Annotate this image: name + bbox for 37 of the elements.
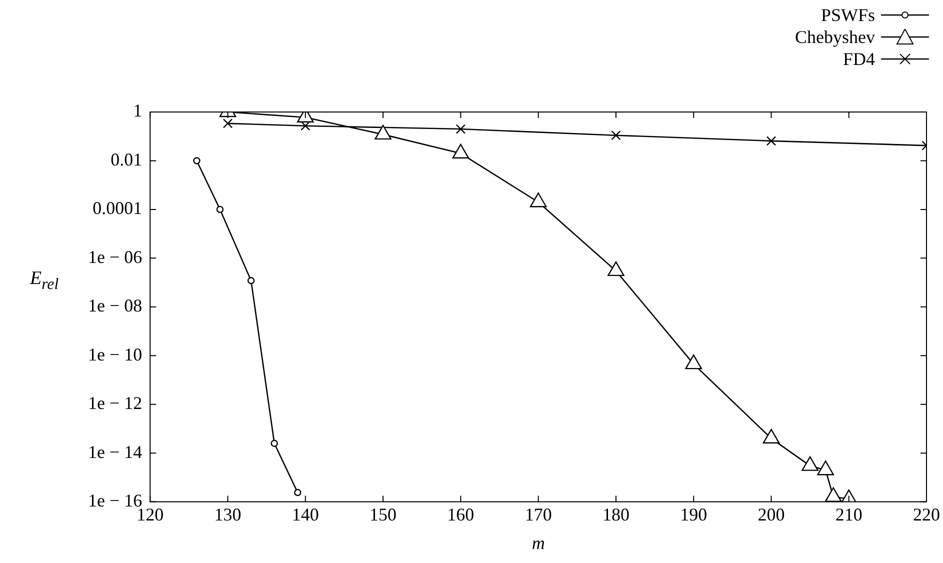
x-tick-label: 160 bbox=[447, 504, 474, 524]
point bbox=[300, 121, 310, 131]
point bbox=[611, 130, 621, 140]
x-tick-label: 140 bbox=[292, 504, 319, 524]
point bbox=[216, 206, 224, 214]
y-tick-label: 1e − 08 bbox=[88, 296, 142, 316]
y-axis-title: E$_{rel}$ bbox=[30, 268, 59, 294]
legend-label: Chebyshev bbox=[795, 26, 875, 48]
y-tick-label: 1e − 12 bbox=[88, 393, 142, 414]
x-tick-label: 210 bbox=[835, 504, 862, 524]
point bbox=[247, 277, 255, 284]
x-tick-label: 180 bbox=[602, 504, 630, 524]
x-tick-label: 130 bbox=[214, 504, 242, 524]
y-tick-label: 1 bbox=[133, 100, 142, 121]
point bbox=[222, 118, 233, 128]
x-tick-label: 190 bbox=[680, 504, 708, 524]
legend-label: FD4 bbox=[842, 48, 875, 70]
point bbox=[817, 460, 834, 476]
y-tick-label: 1e − 14 bbox=[88, 442, 142, 462]
x-axis-title: m bbox=[532, 532, 545, 553]
x-tick-label: 170 bbox=[524, 504, 552, 524]
y-tick-label: 0.01 bbox=[110, 149, 142, 170]
point bbox=[766, 136, 776, 146]
point bbox=[802, 456, 818, 471]
point bbox=[193, 157, 200, 164]
legend-label: PSWFs bbox=[820, 4, 875, 26]
x-tick-label: 200 bbox=[758, 504, 785, 524]
x-tick-label: 150 bbox=[370, 504, 397, 524]
y-tick-label: 1e − 06 bbox=[88, 246, 142, 267]
point bbox=[456, 124, 466, 134]
point bbox=[762, 428, 780, 444]
point bbox=[608, 261, 624, 276]
x-tick-label: 220 bbox=[913, 504, 940, 524]
point bbox=[824, 487, 842, 502]
y-tick-label: 1e − 10 bbox=[88, 344, 142, 364]
y-tick-label: 0.0001 bbox=[92, 198, 142, 218]
point bbox=[685, 354, 702, 370]
